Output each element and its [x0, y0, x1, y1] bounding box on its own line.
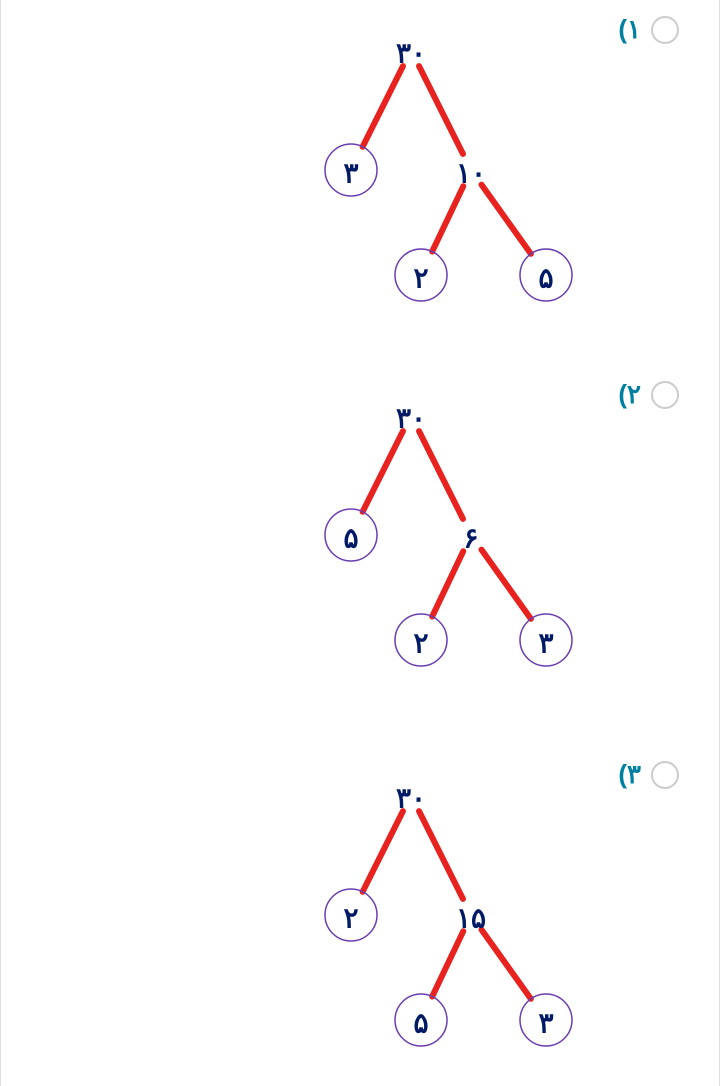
option-label: (۲	[618, 379, 641, 410]
tree-node-value: ۳۰	[396, 38, 426, 69]
tree-node-value: ۲	[413, 263, 428, 294]
tree-edge	[419, 811, 463, 899]
tree-edge	[419, 66, 463, 154]
tree-edge	[419, 431, 463, 519]
tree-node-value: ۳	[538, 1008, 553, 1039]
radio-icon[interactable]	[651, 761, 679, 789]
tree-edge	[481, 185, 530, 254]
tree-edge	[363, 431, 403, 512]
tree-edge	[432, 551, 463, 616]
tree-node-value: ۲	[343, 903, 358, 934]
tree-node-value: ۳	[538, 628, 553, 659]
tree-node-value: ۶	[463, 523, 478, 554]
tree-node-value: ۲	[413, 628, 428, 659]
tree-node-value: ۳۰	[396, 783, 426, 814]
tree-edge	[481, 550, 530, 619]
tree-edge	[363, 811, 403, 892]
radio-icon[interactable]	[651, 16, 679, 44]
option-2[interactable]: (۲	[618, 379, 679, 410]
tree-edge	[432, 186, 463, 251]
tree-node-value: ۱۵	[456, 903, 486, 934]
tree-node-value: ۵	[538, 263, 553, 294]
tree-edge	[432, 931, 463, 996]
radio-icon[interactable]	[651, 381, 679, 409]
factor-tree-2: ۳۰ ۵ ۶ ۲ ۳	[281, 395, 601, 685]
option-1[interactable]: (۱	[618, 14, 679, 45]
tree-node-value: ۱۰	[456, 158, 486, 189]
tree-edge	[363, 66, 403, 147]
option-label: (۳	[618, 759, 641, 790]
option-label: (۱	[618, 14, 641, 45]
factor-tree-3: ۳۰ ۲ ۱۵ ۵ ۳	[281, 775, 601, 1065]
option-3[interactable]: (۳	[618, 759, 679, 790]
tree-edge	[481, 930, 530, 999]
factor-tree-1: ۳۰ ۳ ۱۰ ۲ ۵	[281, 30, 601, 320]
tree-node-value: ۳۰	[396, 403, 426, 434]
tree-node-value: ۵	[343, 523, 358, 554]
tree-node-value: ۳	[343, 158, 358, 189]
tree-node-value: ۵	[413, 1008, 428, 1039]
